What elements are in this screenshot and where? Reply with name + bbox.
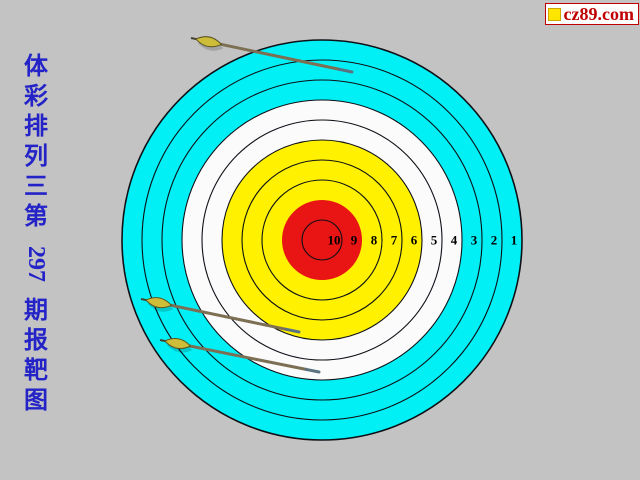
arrow-fletching	[145, 297, 173, 309]
ring-label-10: 10	[328, 233, 341, 248]
logo-site-label: cz89.com	[563, 4, 634, 24]
title-char: 彩	[24, 83, 48, 110]
ring-label-3: 3	[471, 233, 478, 248]
ring-label-2: 2	[491, 233, 498, 248]
arrow-tip	[337, 67, 354, 74]
ring-label-4: 4	[451, 233, 458, 248]
ring-label-8: 8	[371, 233, 378, 248]
ring-label-1: 1	[511, 233, 518, 248]
site-logo[interactable]: cz89.com	[544, 3, 639, 25]
title-char: 排	[24, 113, 48, 140]
ring-label-9: 9	[351, 233, 358, 248]
arrow-tip	[284, 327, 301, 334]
title-char: 靶	[24, 357, 48, 384]
arrow-1	[190, 36, 354, 74]
title-char: 图	[24, 387, 48, 414]
ring-label-6: 6	[411, 233, 418, 248]
title-char: 列	[24, 143, 48, 170]
title-char: 期	[24, 297, 48, 324]
title-char: 第	[24, 203, 48, 230]
arrow-fletching	[195, 36, 223, 48]
arrow-3	[159, 338, 321, 374]
arrow-2	[140, 297, 301, 334]
title-char: 体	[24, 53, 48, 80]
ring-10	[301, 219, 343, 261]
ring-label-7: 7	[391, 233, 398, 248]
arrow-tip	[304, 367, 321, 374]
ring-label-5: 5	[431, 233, 438, 248]
logo-square-icon	[547, 7, 561, 21]
title-char: 三	[24, 173, 48, 200]
arrow-fletching	[164, 338, 192, 350]
title-char: 报	[24, 327, 48, 354]
vertical-title: 体彩排列三第 297 期报靶图	[21, 52, 51, 416]
